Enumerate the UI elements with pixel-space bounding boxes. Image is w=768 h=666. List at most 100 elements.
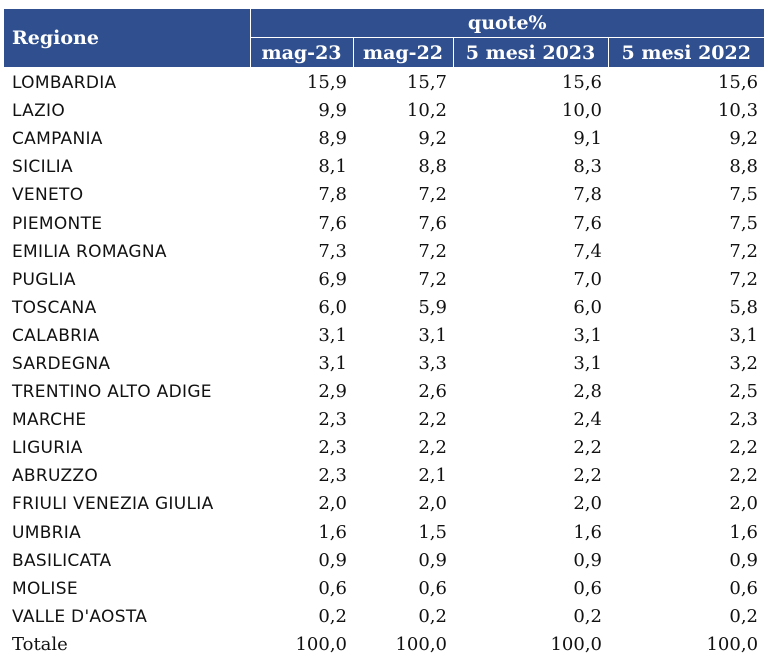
row-value: 8,1 [318, 156, 347, 178]
row-value: 2,6 [418, 381, 447, 403]
row-value: 9,2 [729, 128, 759, 150]
row-value: 2,9 [318, 381, 347, 403]
row-value: 10,0 [561, 100, 602, 122]
row-value: 7,2 [418, 184, 447, 206]
row-value: 3,1 [729, 324, 759, 346]
row-value: 15,9 [306, 72, 347, 94]
table-header: Regione quote% mag-23 mag-22 5 mesi 2023… [4, 9, 765, 67]
total-value: 100,0 [395, 633, 447, 655]
row-region: SARDEGNA [12, 353, 111, 374]
row-value: 7,2 [729, 240, 759, 262]
row-region: ABRUZZO [12, 466, 99, 487]
table-row: PIEMONTE 7,6 7,6 7,6 7,5 [4, 209, 764, 237]
table-row: SARDEGNA 3,1 3,3 3,1 3,2 [4, 350, 764, 378]
row-value: 7,5 [729, 212, 759, 234]
row-region: CALABRIA [12, 325, 100, 346]
header-region: Regione [4, 9, 251, 67]
row-value: 0,6 [729, 577, 759, 599]
row-value: 0,2 [418, 605, 447, 627]
row-value: 8,9 [318, 128, 347, 150]
row-value: 2,2 [573, 465, 602, 487]
row-value: 2,5 [729, 381, 759, 403]
row-value: 0,6 [573, 577, 602, 599]
row-value: 7,4 [573, 240, 602, 262]
row-value: 1,6 [729, 521, 759, 543]
total-value: 100,0 [550, 633, 602, 655]
row-value: 8,3 [573, 156, 602, 178]
row-value: 0,2 [729, 605, 759, 627]
row-region: TOSCANA [12, 297, 97, 318]
row-value: 15,6 [717, 72, 759, 94]
row-region: MOLISE [12, 578, 78, 599]
table-row: SICILIA 8,1 8,8 8,3 8,8 [4, 153, 764, 181]
row-value: 6,0 [573, 296, 602, 318]
row-value: 3,1 [318, 352, 347, 374]
row-region: MARCHE [12, 410, 87, 431]
row-value: 7,3 [318, 240, 347, 262]
row-value: 8,8 [729, 156, 759, 178]
table-row: PUGLIA 6,9 7,2 7,0 7,2 [4, 266, 764, 294]
row-value: 7,5 [729, 184, 759, 206]
table-row: LIGURIA 2,3 2,2 2,2 2,2 [4, 434, 764, 462]
table-row: TOSCANA 6,0 5,9 6,0 5,8 [4, 294, 764, 322]
row-value: 9,1 [573, 128, 602, 150]
row-value: 0,9 [418, 549, 447, 571]
row-value: 3,3 [418, 352, 447, 374]
row-value: 8,8 [418, 156, 447, 178]
row-value: 0,2 [573, 605, 602, 627]
region-share-table-container: Regione quote% mag-23 mag-22 5 mesi 2023… [4, 9, 765, 659]
row-value: 7,6 [318, 212, 347, 234]
row-region: LAZIO [12, 101, 66, 122]
header-col-5-mesi-2022: 5 mesi 2022 [608, 37, 765, 67]
row-value: 2,2 [418, 409, 447, 431]
table-row: LAZIO 9,9 10,2 10,0 10,3 [4, 97, 764, 125]
table-row: FRIULI VENEZIA GIULIA 2,0 2,0 2,0 2,0 [4, 490, 764, 518]
row-value: 1,6 [573, 521, 602, 543]
row-value: 3,2 [729, 352, 759, 374]
table-row: LOMBARDIA 15,9 15,7 15,6 15,6 [4, 67, 764, 97]
row-value: 2,1 [418, 465, 447, 487]
row-region: TRENTINO ALTO ADIGE [12, 382, 212, 403]
row-region: VALLE D'AOSTA [12, 606, 148, 627]
table-row: BASILICATA 0,9 0,9 0,9 0,9 [4, 547, 764, 575]
row-value: 2,3 [318, 409, 347, 431]
table-row: EMILIA ROMAGNA 7,3 7,2 7,4 7,2 [4, 238, 764, 266]
row-value: 2,2 [418, 437, 447, 459]
row-value: 3,1 [573, 352, 602, 374]
table-row: TRENTINO ALTO ADIGE 2,9 2,6 2,8 2,5 [4, 378, 764, 406]
table-row: CAMPANIA 8,9 9,2 9,1 9,2 [4, 125, 764, 153]
row-value: 5,8 [729, 296, 759, 318]
table-row: VENETO 7,8 7,2 7,8 7,5 [4, 181, 764, 209]
total-label: Totale [12, 633, 68, 655]
row-value: 3,1 [318, 324, 347, 346]
row-value: 0,2 [318, 605, 347, 627]
total-value: 100,0 [295, 633, 347, 655]
row-value: 0,6 [318, 577, 347, 599]
header-col-mag-23: mag-23 [250, 37, 354, 67]
table-row: CALABRIA 3,1 3,1 3,1 3,1 [4, 322, 764, 350]
table-row: VALLE D'AOSTA 0,2 0,2 0,2 0,2 [4, 603, 764, 631]
row-value: 10,2 [406, 100, 447, 122]
row-region: LIGURIA [12, 438, 83, 459]
table-body: LOMBARDIA 15,9 15,7 15,6 15,6 LAZIO 9,9 … [4, 67, 764, 659]
row-value: 2,0 [729, 493, 759, 515]
row-value: 2,8 [573, 381, 602, 403]
row-region: UMBRIA [12, 522, 82, 543]
row-region: VENETO [12, 185, 84, 206]
row-value: 15,7 [406, 72, 447, 94]
row-value: 7,6 [418, 212, 447, 234]
row-region: EMILIA ROMAGNA [12, 241, 167, 262]
row-value: 0,6 [418, 577, 447, 599]
row-value: 7,6 [573, 212, 602, 234]
row-value: 2,0 [418, 493, 447, 515]
row-value: 9,9 [318, 100, 347, 122]
row-region: LOMBARDIA [12, 73, 117, 94]
row-value: 6,0 [318, 296, 347, 318]
row-value: 0,9 [729, 549, 759, 571]
row-value: 2,3 [729, 409, 759, 431]
table-row: ABRUZZO 2,3 2,1 2,2 2,2 [4, 462, 764, 490]
row-region: BASILICATA [12, 550, 112, 571]
row-value: 10,3 [717, 100, 759, 122]
row-value: 1,5 [418, 521, 447, 543]
row-value: 7,2 [418, 240, 447, 262]
